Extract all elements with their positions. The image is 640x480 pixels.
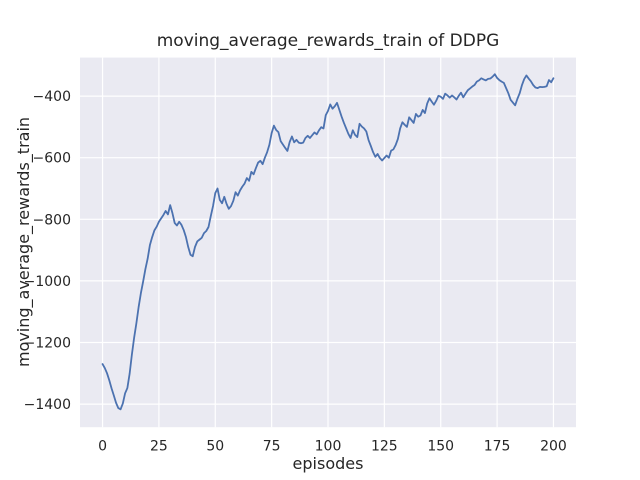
x-tick-labels: 0 25 50 75 100 125 150 175 200	[98, 439, 567, 455]
y-tick-label: −1200	[24, 336, 71, 352]
x-axis-label: episodes	[293, 454, 364, 473]
y-tick-label: −1400	[24, 397, 71, 413]
x-tick-label: 75	[263, 439, 281, 455]
x-tick-label: 175	[484, 439, 511, 455]
y-tick-labels: −400 −600 −800 −1000 −1200 −1400	[24, 89, 71, 413]
gridlines	[80, 57, 576, 428]
x-tick-label: 0	[98, 439, 107, 455]
data-line	[101, 73, 555, 411]
x-tick-label: 125	[371, 439, 398, 455]
y-tick-label: −600	[33, 151, 71, 167]
x-tick-label: 25	[150, 439, 168, 455]
y-tick-label: −800	[33, 212, 71, 228]
x-tick-label: 100	[315, 439, 342, 455]
x-tick-label: 150	[427, 439, 454, 455]
y-tick-label: −400	[33, 89, 71, 105]
y-axis-label: moving_average_rewards_train	[14, 117, 34, 367]
y-tick-label: −1000	[24, 274, 71, 290]
x-tick-label: 200	[540, 439, 567, 455]
chart-title: moving_average_rewards_train of DDPG	[157, 31, 500, 51]
x-tick-label: 50	[206, 439, 224, 455]
